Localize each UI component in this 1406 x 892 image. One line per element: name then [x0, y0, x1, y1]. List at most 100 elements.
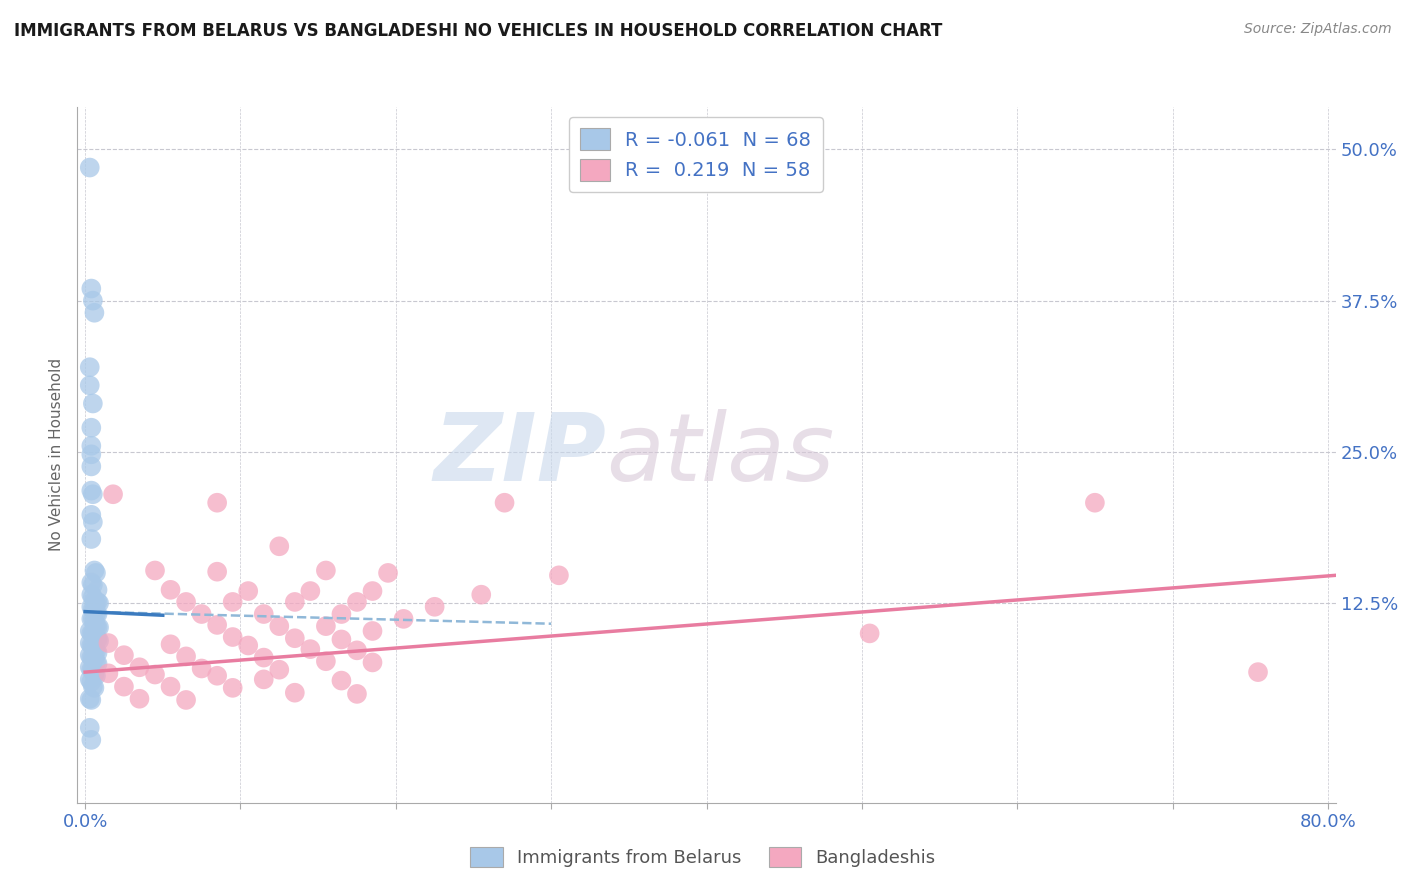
Point — [238, 639, 260, 653]
Point — [361, 584, 384, 599]
Point — [80, 674, 103, 689]
Point — [87, 633, 110, 648]
Point — [174, 595, 197, 609]
Point — [80, 439, 103, 453]
Point — [79, 360, 101, 375]
Point — [1247, 665, 1270, 679]
Point — [190, 607, 212, 621]
Point — [346, 595, 368, 609]
Point — [86, 657, 108, 671]
Point — [80, 639, 103, 653]
Point — [143, 564, 166, 578]
Point — [269, 539, 291, 553]
Point — [82, 612, 104, 626]
Point — [82, 578, 104, 592]
Y-axis label: No Vehicles in Household: No Vehicles in Household — [49, 359, 65, 551]
Point — [83, 593, 105, 607]
Point — [299, 642, 322, 657]
Point — [83, 615, 105, 629]
Point — [82, 639, 104, 653]
Point — [84, 669, 107, 683]
Point — [174, 649, 197, 664]
Point — [80, 732, 103, 747]
Point — [80, 588, 103, 602]
Text: ZIP: ZIP — [433, 409, 606, 501]
Point — [392, 612, 415, 626]
Point — [315, 619, 337, 633]
Point — [79, 161, 101, 175]
Point — [86, 607, 108, 621]
Point — [159, 680, 181, 694]
Point — [80, 281, 103, 295]
Point — [84, 644, 107, 658]
Point — [83, 652, 105, 666]
Point — [346, 687, 368, 701]
Point — [79, 378, 101, 392]
Point — [859, 626, 882, 640]
Point — [80, 575, 103, 590]
Point — [80, 508, 103, 522]
Point — [330, 632, 353, 647]
Point — [82, 590, 104, 604]
Point — [253, 650, 276, 665]
Point — [82, 515, 104, 529]
Point — [82, 602, 104, 616]
Point — [315, 564, 337, 578]
Point — [97, 666, 120, 681]
Text: IMMIGRANTS FROM BELARUS VS BANGLADESHI NO VEHICLES IN HOUSEHOLD CORRELATION CHAR: IMMIGRANTS FROM BELARUS VS BANGLADESHI N… — [14, 22, 942, 40]
Point — [83, 667, 105, 681]
Point — [84, 619, 107, 633]
Point — [83, 602, 105, 616]
Point — [284, 686, 307, 700]
Point — [315, 654, 337, 668]
Point — [423, 599, 446, 614]
Point — [470, 588, 492, 602]
Point — [190, 661, 212, 675]
Point — [1084, 496, 1107, 510]
Point — [84, 632, 107, 646]
Point — [86, 632, 108, 647]
Point — [112, 648, 135, 663]
Point — [84, 566, 107, 580]
Point — [79, 721, 101, 735]
Point — [253, 673, 276, 687]
Point — [221, 681, 243, 695]
Point — [494, 496, 516, 510]
Point — [80, 650, 103, 665]
Point — [79, 648, 101, 663]
Point — [128, 660, 150, 674]
Point — [159, 582, 181, 597]
Point — [101, 487, 124, 501]
Point — [80, 693, 103, 707]
Point — [82, 650, 104, 665]
Point — [79, 624, 101, 638]
Point — [112, 680, 135, 694]
Point — [269, 619, 291, 633]
Point — [80, 483, 103, 498]
Point — [205, 669, 228, 683]
Point — [128, 691, 150, 706]
Point — [86, 620, 108, 634]
Point — [80, 459, 103, 474]
Point — [80, 447, 103, 461]
Point — [83, 306, 105, 320]
Point — [80, 612, 103, 626]
Point — [80, 599, 103, 614]
Point — [174, 693, 197, 707]
Point — [205, 565, 228, 579]
Point — [221, 595, 243, 609]
Point — [86, 595, 108, 609]
Point — [80, 626, 103, 640]
Point — [86, 582, 108, 597]
Point — [83, 626, 105, 640]
Point — [87, 596, 110, 610]
Point — [84, 596, 107, 610]
Point — [79, 691, 101, 706]
Point — [80, 420, 103, 434]
Point — [82, 293, 104, 308]
Point — [83, 643, 105, 657]
Point — [221, 630, 243, 644]
Point — [238, 584, 260, 599]
Point — [346, 643, 368, 657]
Text: atlas: atlas — [606, 409, 834, 500]
